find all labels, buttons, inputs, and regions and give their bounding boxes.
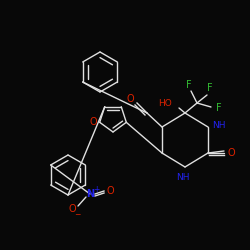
Text: F: F	[186, 80, 192, 90]
Text: +: +	[93, 186, 99, 194]
Text: NH: NH	[212, 120, 226, 130]
Text: F: F	[216, 103, 222, 113]
Text: F: F	[207, 83, 213, 93]
Text: O: O	[90, 117, 98, 127]
Text: HO: HO	[158, 100, 172, 108]
Text: O: O	[106, 186, 114, 196]
Text: O: O	[126, 94, 134, 104]
Text: NH: NH	[176, 172, 190, 182]
Text: N: N	[86, 189, 94, 199]
Text: O: O	[68, 204, 76, 214]
Text: O: O	[227, 148, 235, 158]
Text: −: −	[74, 210, 80, 220]
